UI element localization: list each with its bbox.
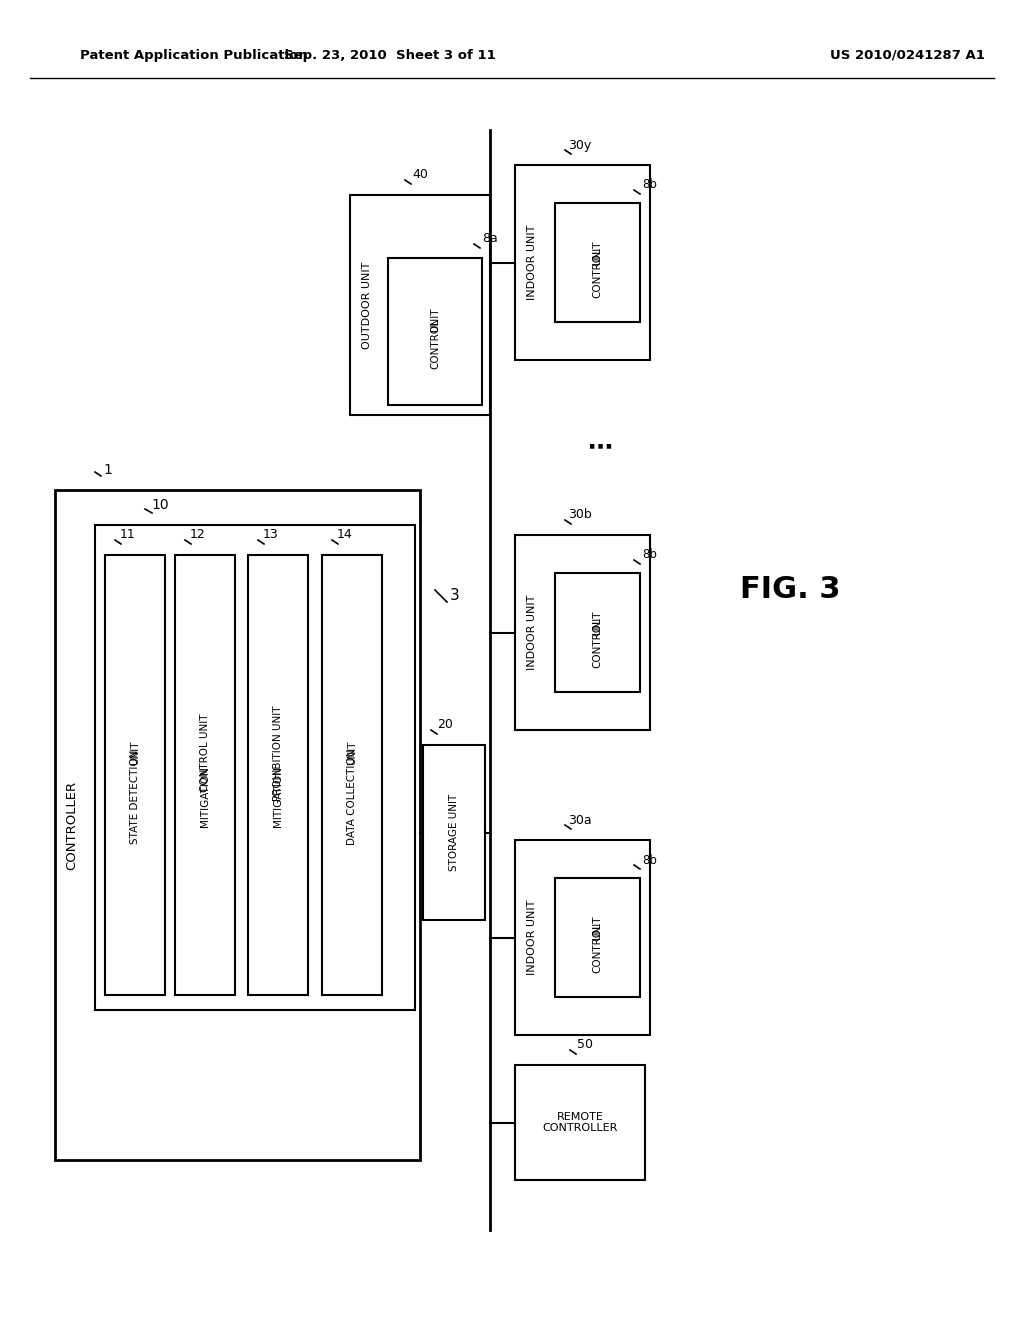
- Text: CONTROL: CONTROL: [430, 318, 440, 368]
- Text: ⋯: ⋯: [588, 436, 612, 459]
- Bar: [175, 554, 234, 995]
- Text: OUTDOOR UNIT: OUTDOOR UNIT: [362, 261, 372, 348]
- Text: 3: 3: [451, 587, 460, 602]
- Text: STATE DETECTION: STATE DETECTION: [130, 750, 140, 845]
- Text: Sep. 23, 2010  Sheet 3 of 11: Sep. 23, 2010 Sheet 3 of 11: [284, 49, 496, 62]
- Text: 50: 50: [577, 1039, 593, 1052]
- Text: 20: 20: [437, 718, 453, 731]
- Text: UNIT: UNIT: [593, 610, 602, 635]
- Text: CONTROL UNIT: CONTROL UNIT: [200, 714, 210, 792]
- Text: UNIT: UNIT: [593, 915, 602, 940]
- Text: MITIGATION: MITIGATION: [273, 767, 283, 828]
- Text: INDOOR UNIT: INDOOR UNIT: [527, 595, 537, 671]
- Text: CONTROL: CONTROL: [593, 618, 602, 668]
- Bar: [322, 554, 382, 995]
- Text: US 2010/0241287 A1: US 2010/0241287 A1: [830, 49, 985, 62]
- Bar: [105, 554, 165, 995]
- Text: 11: 11: [120, 528, 136, 541]
- Text: INDOOR UNIT: INDOOR UNIT: [527, 900, 537, 975]
- Text: STORAGE UNIT: STORAGE UNIT: [449, 793, 459, 871]
- Text: 14: 14: [337, 528, 353, 541]
- Text: UNIT: UNIT: [130, 741, 140, 766]
- Text: 30a: 30a: [568, 813, 592, 826]
- Bar: [515, 1065, 645, 1180]
- Bar: [515, 165, 650, 360]
- Text: 1: 1: [103, 463, 113, 477]
- Text: CONTROLLER: CONTROLLER: [66, 780, 79, 870]
- Bar: [515, 840, 650, 1035]
- Text: 8b: 8b: [643, 549, 657, 561]
- Bar: [248, 554, 308, 995]
- Bar: [555, 573, 640, 692]
- Text: INDOOR UNIT: INDOOR UNIT: [527, 224, 537, 300]
- Bar: [95, 525, 415, 1010]
- Text: 13: 13: [263, 528, 279, 541]
- Text: FIG. 3: FIG. 3: [739, 576, 841, 605]
- Text: REMOTE
CONTROLLER: REMOTE CONTROLLER: [543, 1111, 617, 1134]
- Text: Patent Application Publication: Patent Application Publication: [80, 49, 308, 62]
- Bar: [555, 878, 640, 997]
- Bar: [55, 490, 420, 1160]
- Text: DATA COLLECTION: DATA COLLECTION: [347, 748, 357, 845]
- Text: PROHIBITION UNIT: PROHIBITION UNIT: [273, 705, 283, 801]
- Bar: [515, 535, 650, 730]
- Bar: [350, 195, 490, 414]
- Text: 10: 10: [152, 498, 169, 512]
- Text: UNIT: UNIT: [347, 741, 357, 766]
- Text: CONTROL: CONTROL: [593, 923, 602, 973]
- Text: 40: 40: [412, 169, 428, 181]
- Text: CONTROL: CONTROL: [593, 247, 602, 298]
- Text: MITIGATION: MITIGATION: [200, 767, 210, 828]
- Bar: [388, 257, 482, 405]
- Text: UNIT: UNIT: [430, 308, 440, 331]
- Text: 30y: 30y: [568, 139, 592, 152]
- Bar: [423, 744, 485, 920]
- Text: 8b: 8b: [643, 854, 657, 866]
- Text: 8a: 8a: [482, 231, 498, 244]
- Text: UNIT: UNIT: [593, 240, 602, 265]
- Text: 12: 12: [190, 528, 206, 541]
- Text: 8b: 8b: [643, 178, 657, 191]
- Bar: [555, 203, 640, 322]
- Text: 30b: 30b: [568, 508, 592, 521]
